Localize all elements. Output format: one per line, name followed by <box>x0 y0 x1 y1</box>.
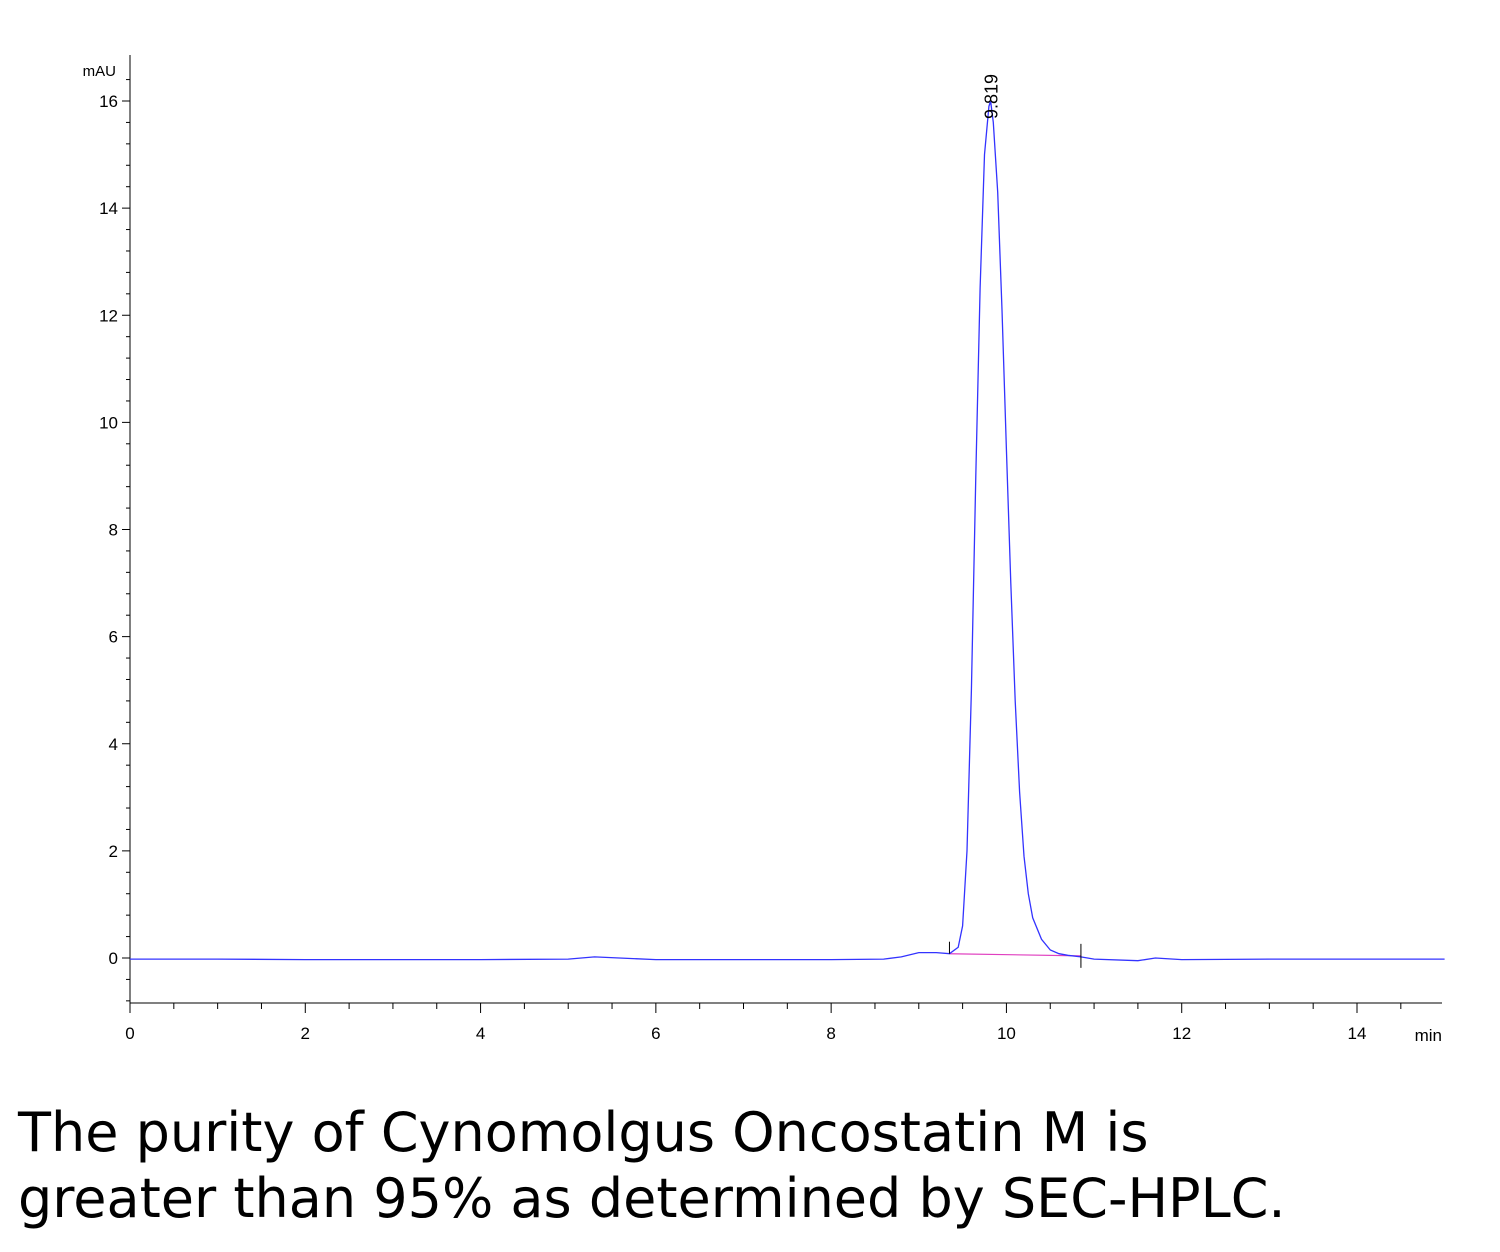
x-tick-label: 10 <box>997 1024 1016 1043</box>
peak-retention-label: 9.819 <box>982 74 1002 119</box>
x-tick-label: 14 <box>1348 1024 1367 1043</box>
y-tick-label: 0 <box>109 949 118 968</box>
y-axis-label: mAU <box>83 63 116 80</box>
tick-marks <box>122 79 1402 1013</box>
caption-line-2: greater than 95% as determined by SEC-HP… <box>18 1167 1286 1230</box>
x-tick-label: 12 <box>1172 1024 1191 1043</box>
integration-baseline <box>949 953 1081 957</box>
peak-annotations: 9.819 <box>982 74 1002 119</box>
x-tick-label: 4 <box>476 1024 485 1043</box>
tick-labels: 0 2 4 6 8 10 12 14 16 0 2 4 6 8 10 12 14 <box>99 92 1366 1043</box>
x-tick-label: 2 <box>301 1024 310 1043</box>
x-tick-label: 0 <box>125 1024 134 1043</box>
x-axis-label: min <box>1415 1026 1442 1045</box>
chromatogram-trace <box>130 100 1445 962</box>
figure-caption: The purity of Cynomolgus Oncostatin M is… <box>18 1100 1478 1232</box>
y-tick-label: 14 <box>99 199 118 218</box>
y-tick-label: 2 <box>109 842 118 861</box>
chromatogram-chart: 0 2 4 6 8 10 12 14 16 0 2 4 6 8 10 12 14 mAU min 9.819 <box>83 55 1445 1045</box>
x-tick-label: 8 <box>826 1024 835 1043</box>
y-tick-label: 4 <box>109 735 118 754</box>
caption-line-1: The purity of Cynomolgus Oncostatin M is <box>18 1101 1149 1164</box>
y-tick-label: 12 <box>99 306 118 325</box>
y-tick-label: 16 <box>99 92 118 111</box>
x-tick-label: 6 <box>651 1024 660 1043</box>
axes <box>129 55 1442 1009</box>
y-tick-label: 8 <box>109 521 118 540</box>
y-tick-label: 6 <box>109 628 118 647</box>
y-tick-label: 10 <box>99 413 118 432</box>
peak-boundary-markers <box>948 941 1082 968</box>
